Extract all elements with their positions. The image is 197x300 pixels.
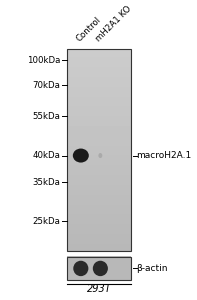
Text: 293T: 293T (87, 284, 112, 294)
Text: mH2A1 KO: mH2A1 KO (94, 4, 133, 43)
Text: Control: Control (74, 15, 103, 44)
Ellipse shape (93, 261, 108, 276)
Text: 40kDa: 40kDa (33, 151, 60, 160)
Ellipse shape (73, 148, 89, 163)
Text: 70kDa: 70kDa (33, 81, 60, 90)
Bar (68, 49, 131, 251)
Text: macroH2A.1: macroH2A.1 (136, 151, 191, 160)
Text: 35kDa: 35kDa (33, 178, 60, 187)
Text: 100kDa: 100kDa (27, 56, 60, 65)
Text: 55kDa: 55kDa (33, 112, 60, 121)
Ellipse shape (73, 261, 88, 276)
Text: 25kDa: 25kDa (33, 217, 60, 226)
Ellipse shape (98, 153, 102, 158)
Bar (68, 256, 131, 280)
Text: β-actin: β-actin (136, 264, 167, 273)
